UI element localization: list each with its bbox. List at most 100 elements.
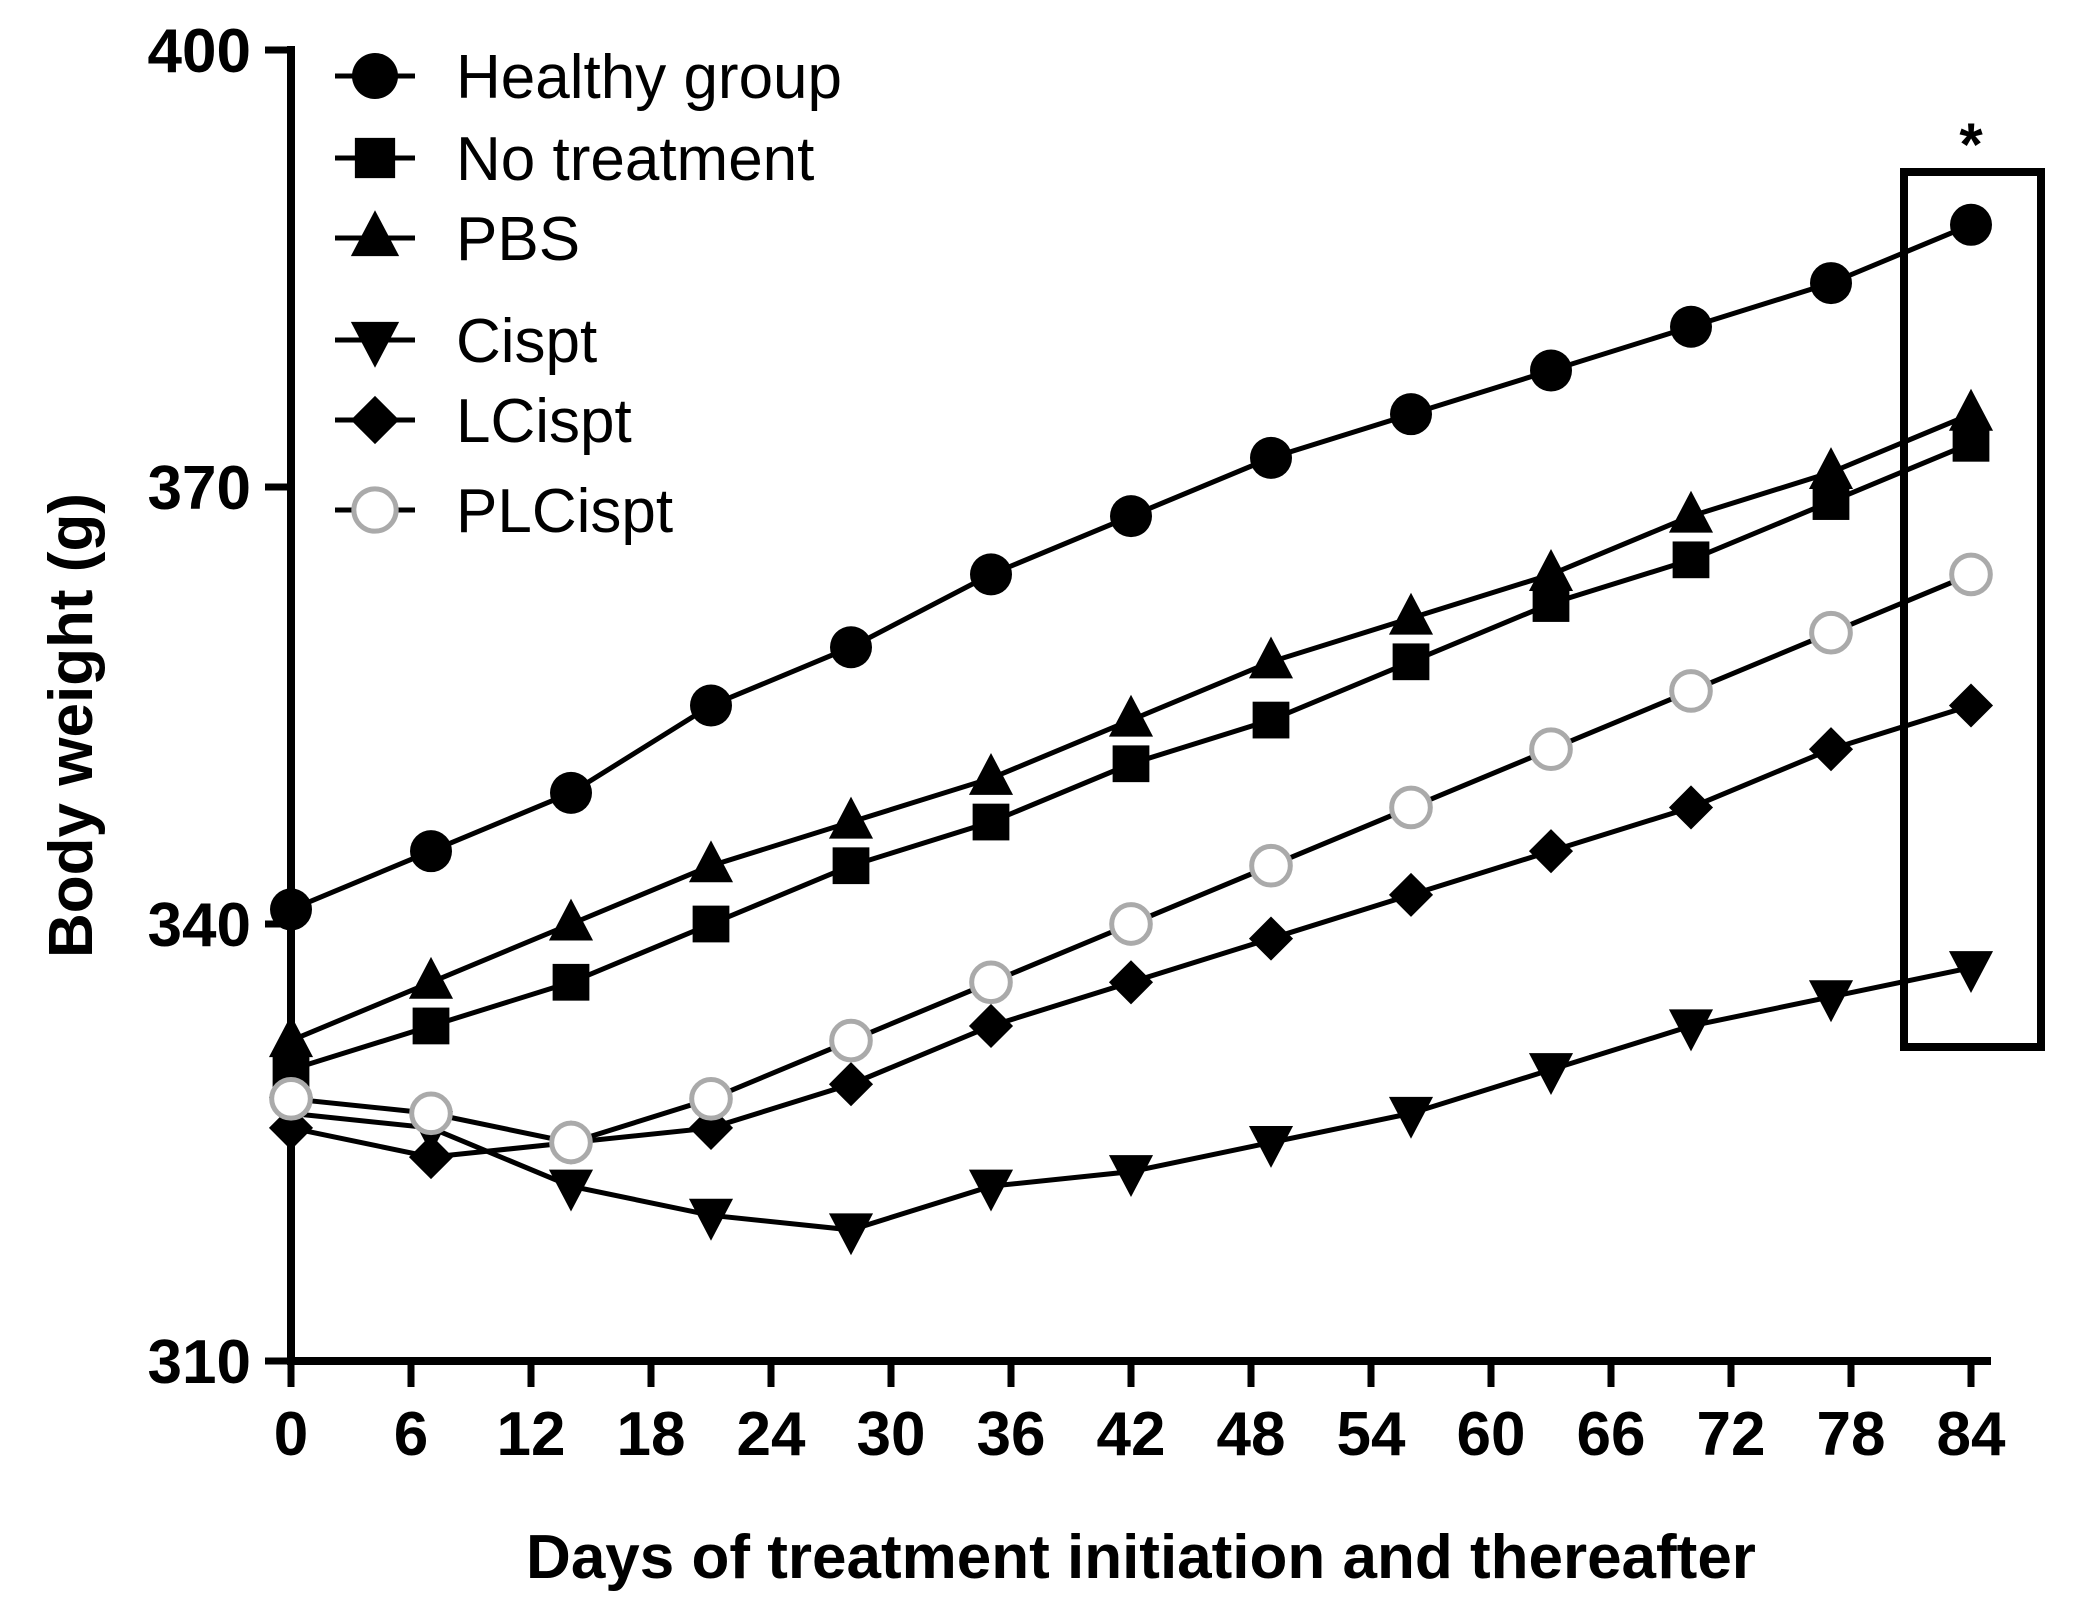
legend-marker <box>350 210 400 257</box>
data-point <box>692 905 730 943</box>
data-point <box>968 1169 1014 1212</box>
data-point <box>1392 643 1430 681</box>
data-point <box>1669 669 1713 713</box>
legend-item: LCispt <box>335 387 632 456</box>
data-point <box>1388 592 1434 635</box>
series-layer <box>268 203 1994 1256</box>
series-line <box>290 572 1972 1146</box>
x-tick-label: 6 <box>394 1400 428 1469</box>
data-point <box>1248 636 1294 679</box>
data-point <box>1252 701 1290 739</box>
y-tick-label: 400 <box>148 17 251 86</box>
data-point <box>410 830 452 873</box>
data-point <box>1948 388 1994 431</box>
data-point <box>1112 745 1150 783</box>
data-point <box>1809 610 1853 655</box>
data-point <box>1668 785 1714 830</box>
data-point <box>1948 683 1994 728</box>
x-tick-label: 48 <box>1217 1400 1286 1469</box>
data-point <box>1808 447 1854 489</box>
significance-asterisk: * <box>1959 111 1983 178</box>
data-point <box>972 803 1010 841</box>
data-point <box>689 1076 733 1121</box>
data-point <box>969 960 1013 1005</box>
x-tick-label: 84 <box>1937 1400 2006 1469</box>
data-point <box>1248 1125 1294 1168</box>
legend-item: Healthy group <box>335 43 842 112</box>
data-point <box>1388 1096 1434 1139</box>
data-point <box>1249 843 1293 888</box>
y-axis-title: Body weight (g) <box>37 493 106 958</box>
legend-marker <box>352 53 398 99</box>
x-tick-label: 12 <box>497 1400 566 1469</box>
data-point <box>1670 305 1712 348</box>
data-point <box>688 1198 734 1241</box>
data-point <box>832 847 870 885</box>
series-plcispt <box>269 552 1993 1165</box>
x-tick-label: 78 <box>1817 1400 1886 1469</box>
data-point <box>688 840 734 883</box>
data-point <box>1108 694 1154 737</box>
x-axis-title: Days of treatment initiation and thereaf… <box>526 1523 1756 1592</box>
data-point <box>828 796 874 839</box>
legend-item: No treatment <box>335 125 814 194</box>
data-point <box>1812 483 1850 520</box>
x-tick-label: 42 <box>1097 1400 1166 1469</box>
y-tick-label: 310 <box>148 1328 251 1397</box>
data-point <box>1250 436 1292 479</box>
data-point <box>1532 585 1570 622</box>
data-point <box>690 684 732 727</box>
x-tick-label: 60 <box>1457 1400 1526 1469</box>
legend-label: PBS <box>456 205 580 274</box>
legend-item: PLCispt <box>335 477 673 546</box>
legend-marker <box>354 137 396 179</box>
x-ticks: 0 6 12 18 24 30 36 42 48 54 60 66 72 78 84 <box>274 1361 2006 1469</box>
data-point <box>1529 727 1573 772</box>
legend-marker <box>350 321 400 368</box>
data-point <box>1952 424 1990 462</box>
data-point <box>1528 829 1574 874</box>
data-point <box>1672 541 1710 579</box>
legend-label: LCispt <box>456 387 632 456</box>
series-no-treatment <box>272 424 1990 1089</box>
data-point <box>970 553 1012 596</box>
x-tick-label: 0 <box>274 1400 308 1469</box>
legend-item: Cispt <box>335 307 597 376</box>
data-point <box>268 1015 314 1058</box>
data-point <box>828 1213 874 1256</box>
data-point <box>1949 552 1993 597</box>
data-point <box>1530 349 1572 392</box>
legend-marker <box>351 486 399 534</box>
data-point <box>1668 1009 1714 1052</box>
data-point <box>829 1018 873 1063</box>
series-pbs <box>268 388 1994 1058</box>
data-point <box>269 1076 313 1121</box>
x-tick-label: 54 <box>1337 1400 1406 1469</box>
data-point <box>688 1105 734 1150</box>
data-point <box>1668 490 1714 533</box>
data-point <box>270 888 312 931</box>
x-tick-label: 30 <box>857 1400 926 1469</box>
data-point <box>1948 951 1994 994</box>
data-point <box>408 956 454 999</box>
data-point <box>1109 902 1153 946</box>
axes: 0 6 12 18 24 30 36 42 48 54 60 66 72 78 84 310 340 370 40… <box>148 17 2006 1469</box>
data-point <box>968 752 1014 795</box>
data-point <box>1810 262 1852 305</box>
y-ticks: 310 340 370 400 <box>148 17 291 1397</box>
legend-label: No treatment <box>456 125 814 194</box>
legend-label: Healthy group <box>456 43 842 112</box>
data-point <box>1950 203 1992 246</box>
data-point <box>1390 393 1432 436</box>
legend: Healthy group No treatment PBS Cispt LCispt P… <box>335 43 842 546</box>
x-tick-label: 24 <box>737 1400 806 1469</box>
data-point <box>1528 549 1574 591</box>
data-point <box>1528 1053 1574 1096</box>
y-tick-label: 370 <box>148 454 251 523</box>
series-healthy-group <box>270 203 1992 931</box>
data-point <box>1808 980 1854 1023</box>
data-point <box>409 1091 453 1136</box>
x-tick-label: 36 <box>977 1400 1046 1469</box>
series-cispt <box>268 951 1994 1256</box>
